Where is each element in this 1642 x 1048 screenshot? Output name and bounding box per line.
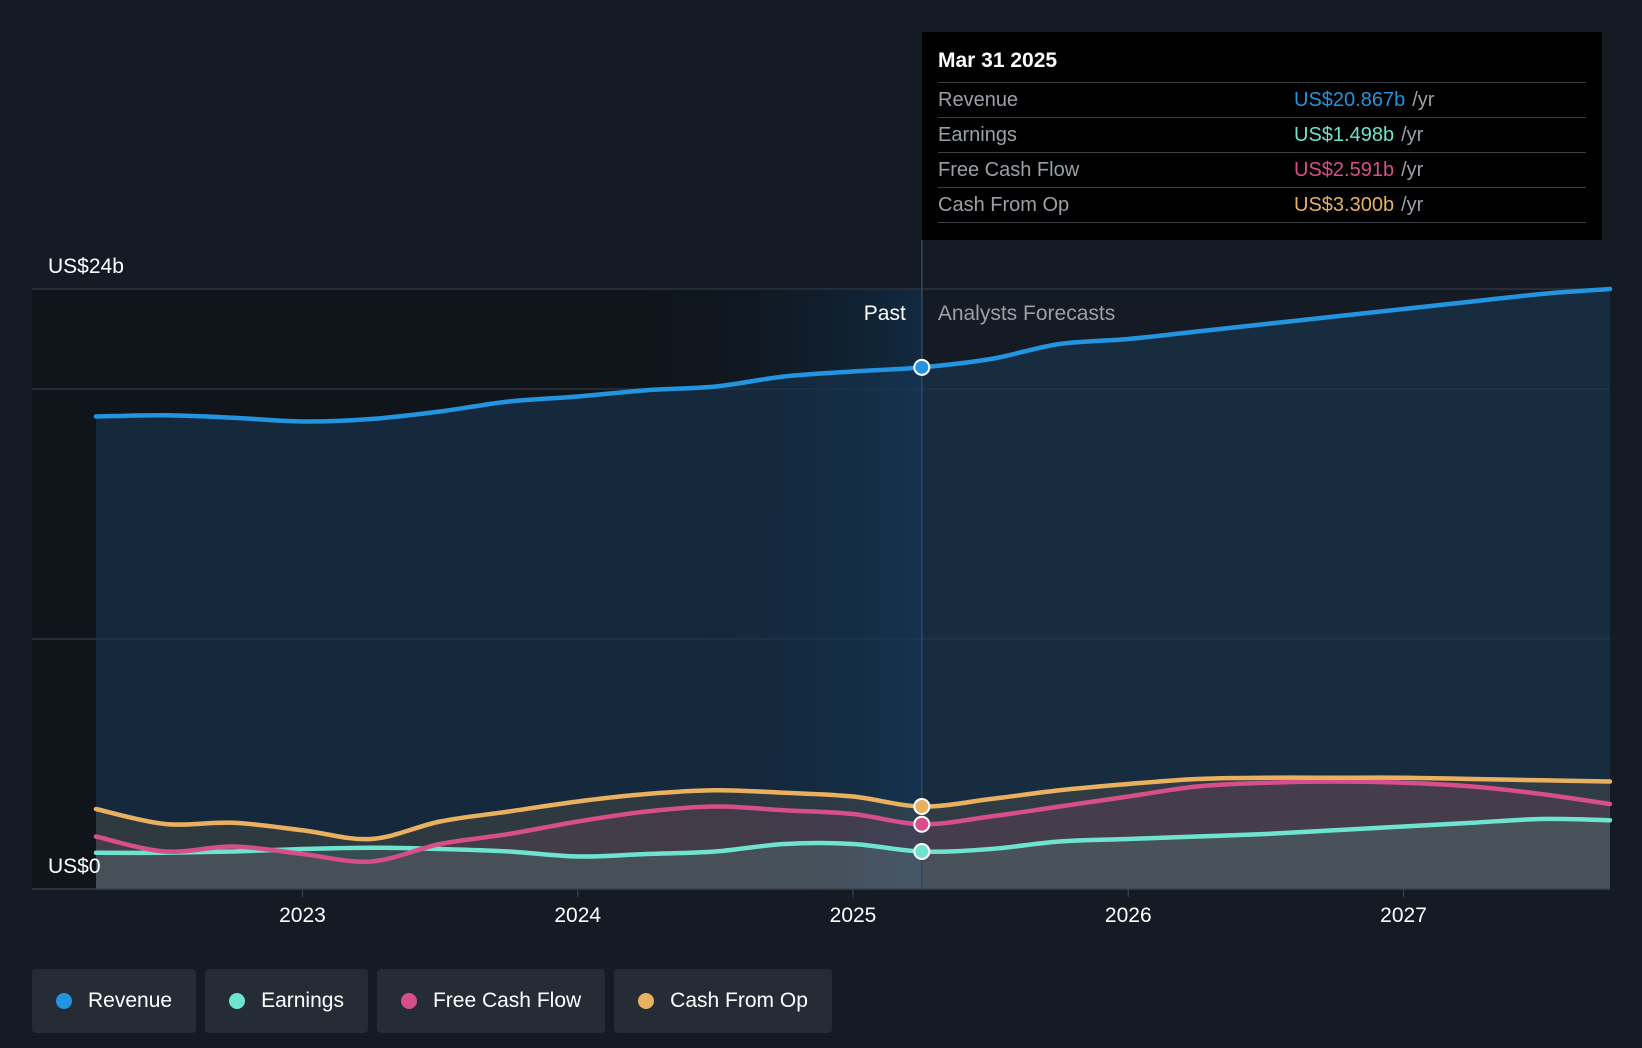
- legend-item-revenue[interactable]: Revenue: [32, 969, 197, 1033]
- tooltip-unit: /yr: [1401, 123, 1424, 146]
- x-tick-label: 2024: [554, 904, 601, 927]
- earnings-line: [93, 816, 1613, 859]
- tooltip-label: Cash From Op: [938, 193, 1070, 216]
- legend-item-earnings[interactable]: Earnings: [205, 969, 368, 1033]
- free-cash-flow-marker: [913, 815, 931, 833]
- cash-from-op-dot-icon: [638, 993, 655, 1009]
- cash-from-op-marker: [913, 798, 931, 815]
- revenue-marker: [913, 358, 931, 376]
- tooltip-row-earnings: Earnings US$1.498b /yr: [938, 117, 1586, 152]
- chart-legend: Revenue Earnings Free Cash Flow Cash Fro…: [32, 969, 832, 1033]
- y-tick-label: US$0: [48, 855, 101, 878]
- past-label: Past: [864, 302, 906, 325]
- legend-item-free-cash-flow[interactable]: Free Cash Flow: [376, 969, 606, 1033]
- tooltip-value: US$20.867b: [1294, 88, 1406, 111]
- tooltip-row-revenue: Revenue US$20.867b /yr: [938, 82, 1586, 117]
- y-tick-label: US$24b: [48, 255, 124, 278]
- free-cash-flow-area: [96, 781, 1610, 889]
- tooltip-row-cash-from-op: Cash From Op US$3.300b /yr: [938, 187, 1586, 223]
- tooltip-value: US$3.300b: [1294, 193, 1395, 216]
- earnings-marker: [913, 843, 931, 861]
- tooltip-value: US$2.591b: [1294, 158, 1395, 181]
- tooltip-value: US$1.498b: [1294, 123, 1395, 146]
- legend-label: Revenue: [88, 989, 173, 1012]
- x-tick-label: 2025: [830, 904, 877, 927]
- tooltip-label: Earnings: [938, 123, 1017, 146]
- tooltip-unit: /yr: [1412, 88, 1435, 111]
- tooltip-row-free-cash-flow: Free Cash Flow US$2.591b /yr: [938, 152, 1586, 187]
- tooltip-date: Mar 31 2025: [938, 49, 1058, 72]
- tooltip-label: Revenue: [938, 88, 1019, 111]
- cash-from-op-area: [96, 777, 1610, 889]
- legend-label: Earnings: [261, 989, 344, 1012]
- tooltip-unit: /yr: [1401, 158, 1424, 181]
- earnings-dot-icon: [229, 993, 246, 1009]
- revenue-dot-icon: [56, 993, 72, 1009]
- x-tick-label: 2026: [1105, 904, 1152, 927]
- cash-from-op-line: [93, 775, 1613, 842]
- free-cash-flow-line: [93, 779, 1613, 865]
- tooltip-unit: /yr: [1401, 193, 1424, 216]
- revenue-line: [93, 286, 1613, 424]
- free-cash-flow-dot-icon: [400, 993, 417, 1009]
- legend-item-cash-from-op[interactable]: Cash From Op: [614, 969, 832, 1033]
- legend-label: Free Cash Flow: [432, 989, 582, 1012]
- tooltip-label: Free Cash Flow: [938, 158, 1080, 181]
- x-tick-label: 2027: [1380, 904, 1427, 927]
- x-tick-label: 2023: [279, 904, 326, 927]
- data-tooltip: Mar 31 2025 Revenue US$20.867b /yr Earni…: [922, 32, 1602, 240]
- forecast-label: Analysts Forecasts: [938, 302, 1115, 325]
- legend-label: Cash From Op: [670, 989, 808, 1012]
